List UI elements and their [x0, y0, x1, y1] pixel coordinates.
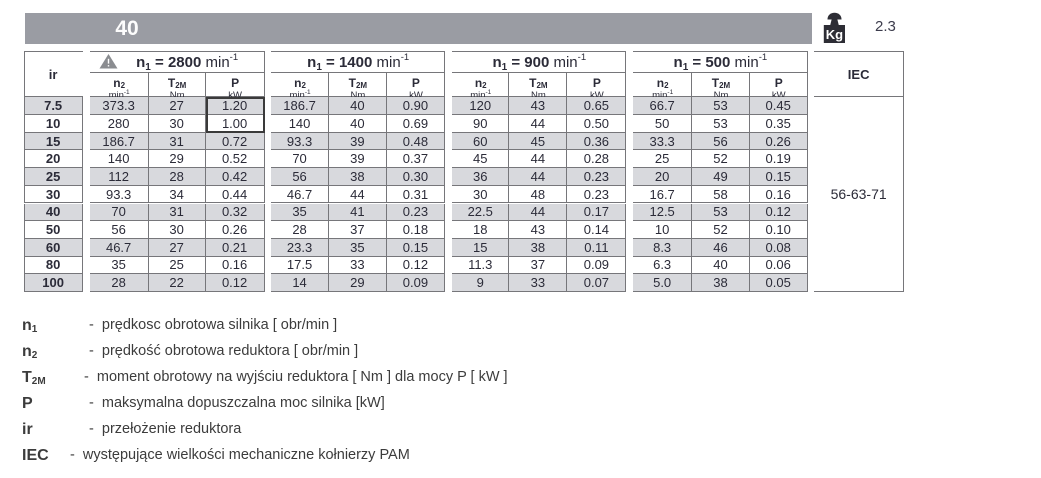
svg-text:Kg: Kg [826, 27, 843, 42]
